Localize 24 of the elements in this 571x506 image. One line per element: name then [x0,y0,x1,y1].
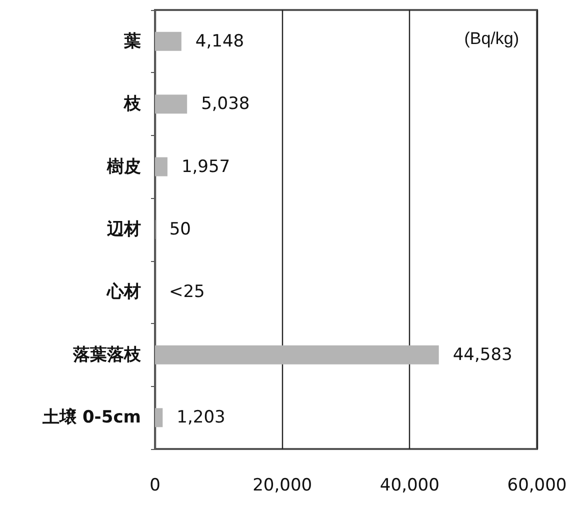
y-tick-label: 心材 [106,282,141,302]
bar [155,32,182,51]
bar [155,157,168,176]
data-label: 44,583 [452,344,512,365]
y-tick-label: 樹皮 [106,156,141,177]
y-tick-label: 枝 [123,94,142,114]
y-tick-label: 落葉落枝 [72,344,142,365]
x-tick-label: 60,000 [507,476,567,496]
data-label: 1,203 [176,408,226,428]
x-tick-label: 20,000 [252,476,312,496]
data-label: 1,957 [181,156,230,177]
bar [155,94,188,114]
x-tick-label: 40,000 [380,476,440,496]
data-label: 4,148 [195,31,244,52]
y-tick-label: 土壌 0-5cm [42,408,141,428]
annotation: (Bq/kg) [464,29,520,48]
x-tick-label: 0 [150,476,160,496]
data-label: 50 [169,220,191,240]
y-tick-label: 葉 [123,31,141,52]
bar [155,345,439,364]
data-label: 5,038 [201,94,250,114]
text: <25 [169,282,205,302]
y-tick-label: 辺材 [106,220,141,240]
bar [155,408,163,428]
